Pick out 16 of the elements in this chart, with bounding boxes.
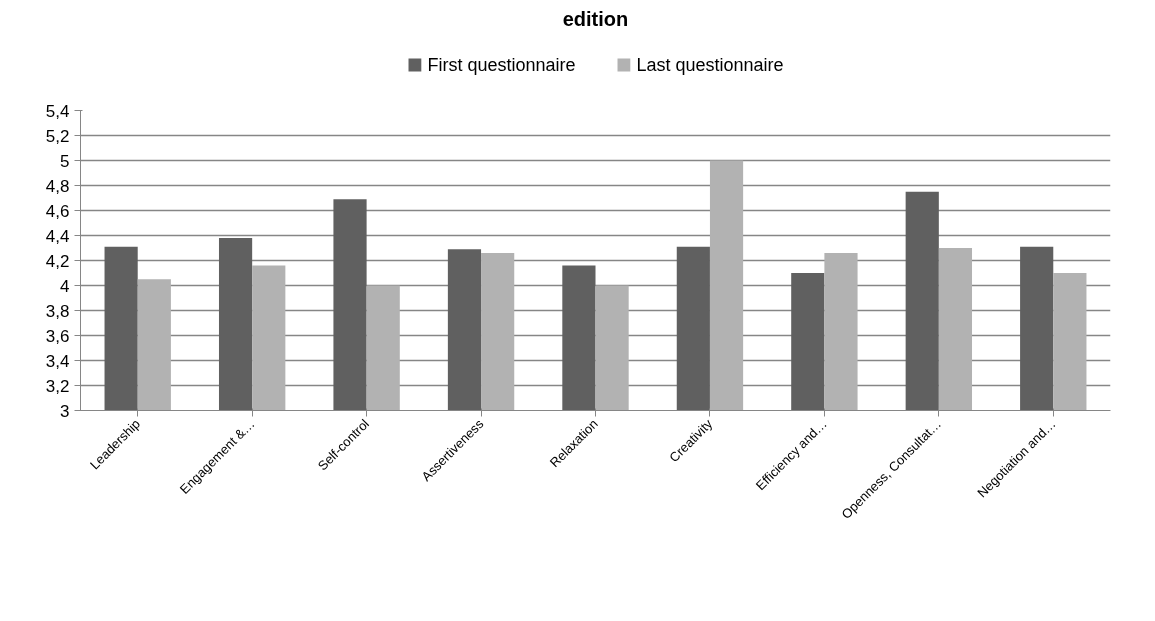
y-tick-label: 3,8: [45, 301, 70, 321]
y-tick-label: 3,6: [45, 326, 70, 346]
y-tick-label: 3,4: [45, 351, 70, 371]
y-tick-label: 3,2: [45, 376, 70, 396]
legend-label: Last questionnaire: [636, 54, 784, 75]
y-tick-label: 3: [60, 401, 70, 421]
chart-title: edition: [562, 7, 629, 30]
y-tick-label: 5,4: [45, 101, 70, 121]
y-tick-label: 4,6: [45, 201, 70, 221]
y-tick-label: 4: [60, 276, 70, 296]
legend-label: First questionnaire: [427, 54, 576, 75]
y-tick-label: 4,4: [45, 226, 70, 246]
y-tick-label: 4,2: [45, 251, 70, 271]
y-tick-label: 5: [60, 151, 70, 171]
y-tick-label: 5,2: [45, 126, 70, 146]
y-tick-label: 4,8: [45, 176, 70, 196]
